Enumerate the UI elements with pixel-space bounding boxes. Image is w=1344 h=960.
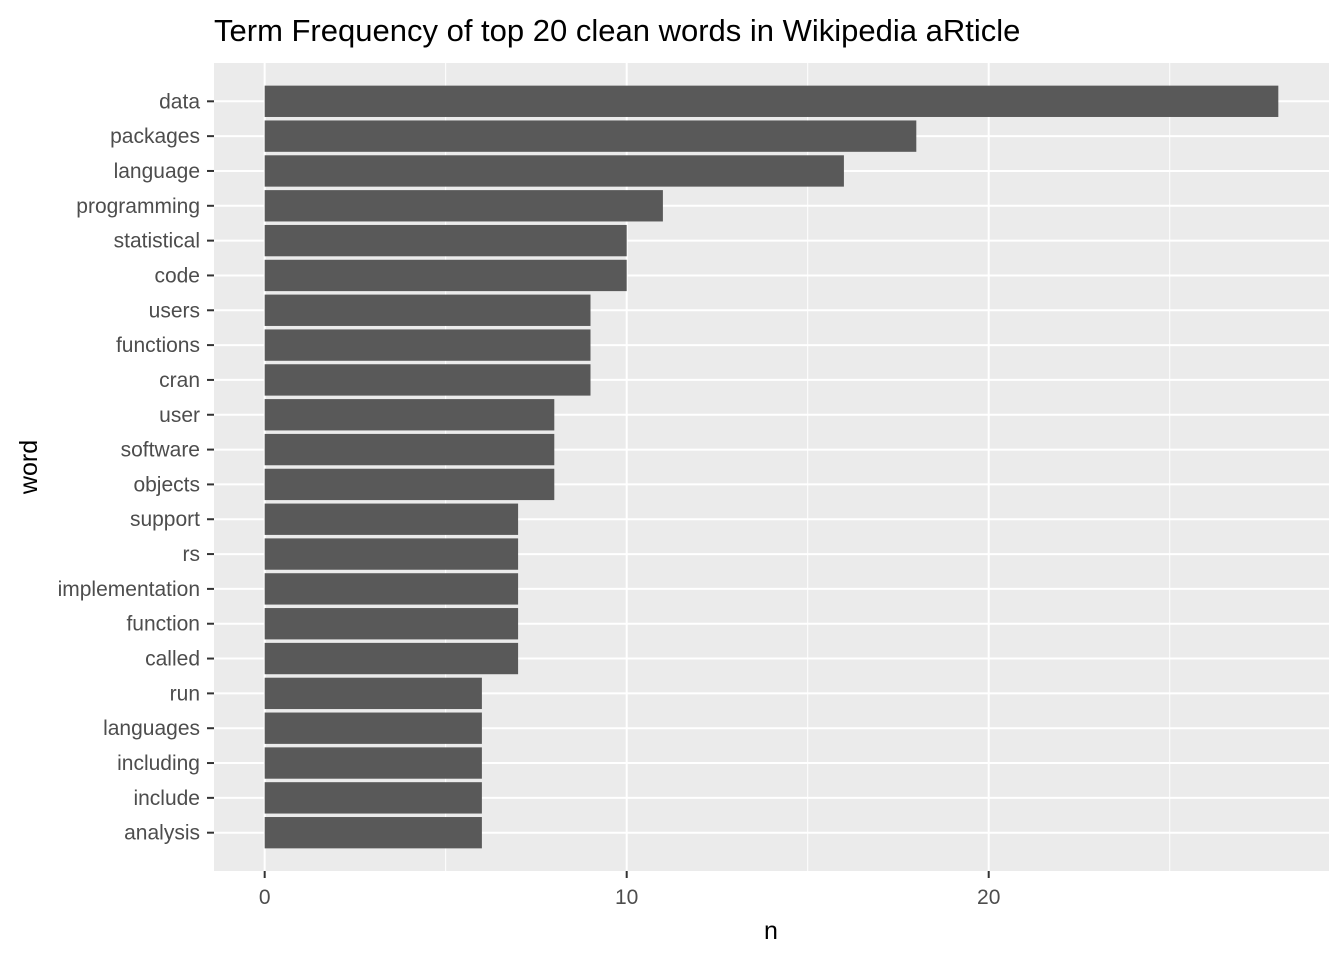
y-tick-label: users: [149, 299, 200, 322]
y-tick-label: code: [154, 264, 200, 287]
y-tick-label: including: [117, 752, 200, 775]
bar-support: [264, 503, 519, 535]
bar-cran: [264, 364, 591, 396]
bar-code: [264, 259, 627, 292]
bar-data: [264, 85, 1279, 117]
y-tick-label: support: [130, 508, 200, 531]
y-tick-label: packages: [110, 125, 200, 148]
bar-languages: [264, 712, 482, 744]
bar-analysis: [264, 817, 482, 849]
bar-users: [264, 294, 591, 326]
x-tick-label: 0: [259, 886, 271, 909]
y-tick-label: functions: [116, 334, 200, 357]
y-tick-label: run: [170, 682, 200, 705]
bar-programming: [264, 190, 663, 222]
y-tick-label: software: [121, 439, 200, 462]
bar-including: [264, 747, 482, 779]
y-tick-label: rs: [183, 543, 201, 566]
y-tick-label: user: [159, 404, 200, 427]
bar-run: [264, 677, 482, 710]
y-tick-label: objects: [133, 473, 200, 496]
bar-user: [264, 399, 555, 431]
y-tick-label: include: [133, 787, 200, 810]
bar-statistical: [264, 224, 627, 257]
x-tick-label: 20: [977, 886, 1000, 909]
y-tick-label: statistical: [114, 230, 200, 253]
bar-called: [264, 642, 519, 675]
bar-packages: [264, 120, 917, 152]
x-tick-label: 10: [615, 886, 638, 909]
bar-software: [264, 433, 555, 466]
bar-implementation: [264, 573, 519, 605]
x-axis: 0 10 20: [259, 871, 1000, 909]
bar-include: [264, 782, 482, 814]
bars: [264, 85, 1279, 849]
y-axis-title: word: [15, 440, 43, 495]
bar-functions: [264, 329, 591, 361]
x-axis-title: n: [764, 917, 778, 945]
y-axis: data packages language programming statistic…: [58, 90, 214, 845]
bar-language: [264, 155, 844, 187]
bar-objects: [264, 468, 555, 501]
y-tick-label: called: [145, 648, 200, 671]
y-tick-label: data: [159, 90, 200, 113]
chart-title: Term Frequency of top 20 clean words in …: [214, 13, 1020, 48]
y-tick-label: function: [126, 613, 200, 636]
y-tick-label: languages: [103, 717, 200, 740]
bar-rs: [264, 538, 519, 570]
y-tick-label: programming: [76, 195, 200, 218]
bar-function: [264, 608, 519, 640]
y-tick-label: implementation: [58, 578, 200, 601]
y-tick-label: language: [114, 160, 200, 183]
y-tick-label: analysis: [124, 822, 200, 845]
y-tick-label: cran: [159, 369, 200, 392]
